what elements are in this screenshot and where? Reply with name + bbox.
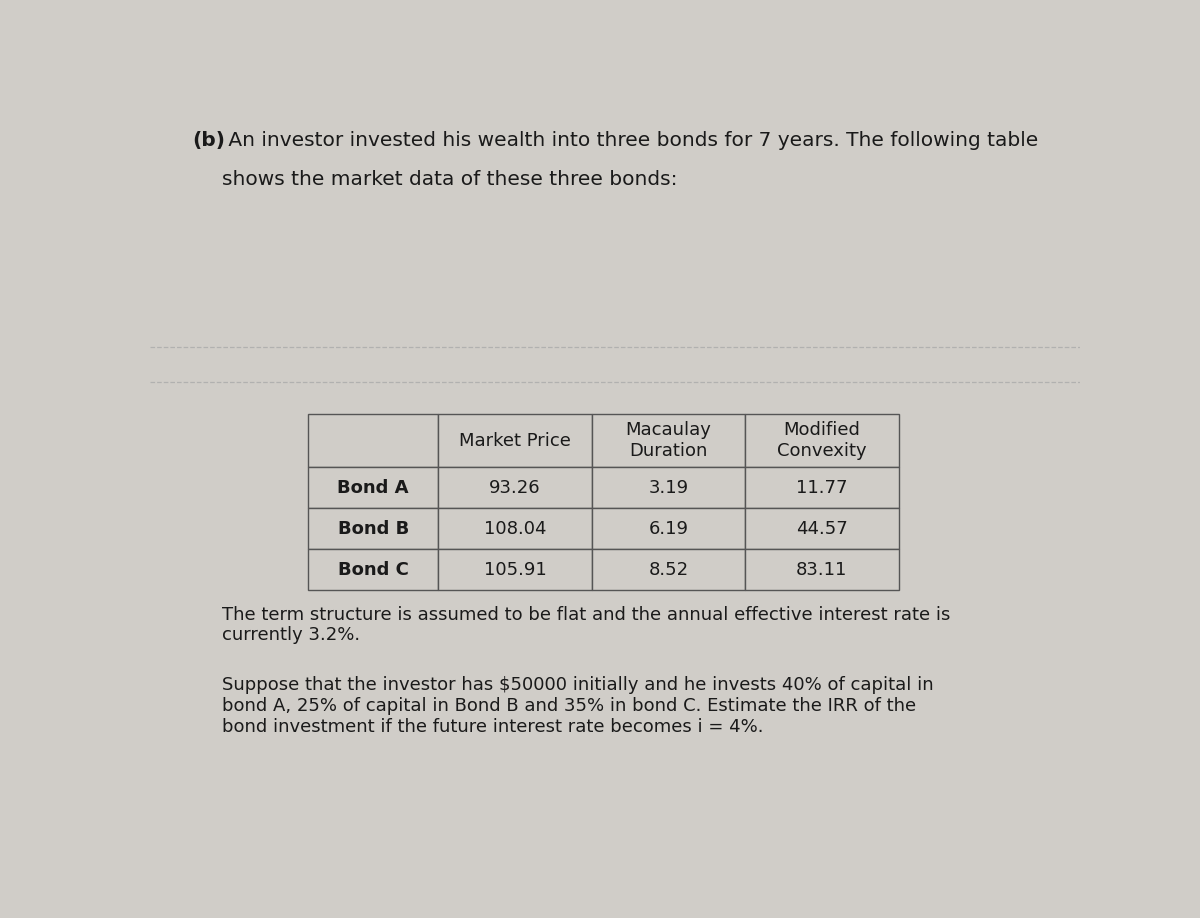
Text: The term structure is assumed to be flat and the annual effective interest rate : The term structure is assumed to be flat… (222, 606, 950, 644)
Bar (745, 467, 899, 509)
Bar (745, 414, 899, 467)
Bar (745, 509, 899, 549)
Text: An investor invested his wealth into three bonds for 7 years. The following tabl: An investor invested his wealth into thr… (222, 131, 1038, 151)
Text: Bond C: Bond C (337, 561, 409, 578)
Bar (438, 414, 592, 467)
Text: 105.91: 105.91 (484, 561, 546, 578)
Bar (745, 549, 899, 590)
Bar (308, 467, 438, 509)
Text: Market Price: Market Price (460, 431, 571, 450)
Text: (b): (b) (192, 131, 224, 151)
Bar (592, 467, 745, 509)
Bar (438, 509, 592, 549)
Text: 3.19: 3.19 (648, 478, 689, 497)
Text: 108.04: 108.04 (484, 520, 546, 538)
Bar (438, 467, 592, 509)
Text: 83.11: 83.11 (797, 561, 847, 578)
Text: Bond A: Bond A (337, 478, 409, 497)
Text: 93.26: 93.26 (490, 478, 541, 497)
Bar (592, 509, 745, 549)
Text: Macaulay
Duration: Macaulay Duration (625, 421, 712, 460)
Text: Modified
Convexity: Modified Convexity (778, 421, 866, 460)
Text: 11.77: 11.77 (796, 478, 847, 497)
Bar (592, 549, 745, 590)
Text: shows the market data of these three bonds:: shows the market data of these three bon… (222, 170, 677, 189)
Bar (592, 414, 745, 467)
Bar (308, 509, 438, 549)
Bar (308, 414, 438, 467)
Text: 6.19: 6.19 (648, 520, 689, 538)
Bar (438, 549, 592, 590)
Text: Suppose that the investor has $50000 initially and he invests 40% of capital in
: Suppose that the investor has $50000 ini… (222, 677, 934, 736)
Text: 44.57: 44.57 (796, 520, 848, 538)
Text: 8.52: 8.52 (648, 561, 689, 578)
Text: Bond B: Bond B (337, 520, 409, 538)
Bar (308, 549, 438, 590)
